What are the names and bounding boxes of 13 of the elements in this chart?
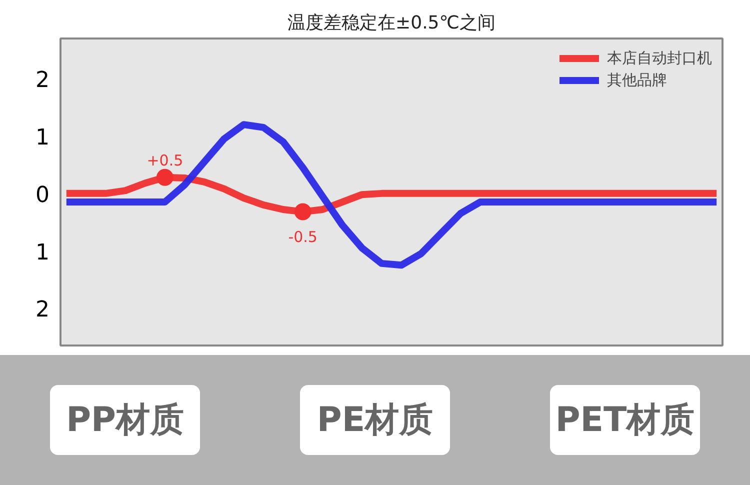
y-tick-label: 1 [36, 126, 50, 151]
annotation: +0.5 [146, 151, 184, 170]
text: PET材质 [550, 385, 700, 455]
y-tick-label: 2 [36, 298, 50, 323]
chart-title: 温度差稳定在±0.5℃之间 [288, 12, 496, 34]
y-tick-label: 0 [36, 182, 50, 208]
y-tick-label: 2 [36, 68, 50, 94]
text: PE材质 [300, 385, 450, 455]
legend-label: 本店自动封口机 [607, 48, 712, 68]
annotation: -0.5 [288, 228, 318, 246]
text: PP材质 [50, 385, 200, 455]
y-tick-label: 1 [36, 240, 50, 266]
legend-label: 其他品牌 [607, 70, 667, 90]
